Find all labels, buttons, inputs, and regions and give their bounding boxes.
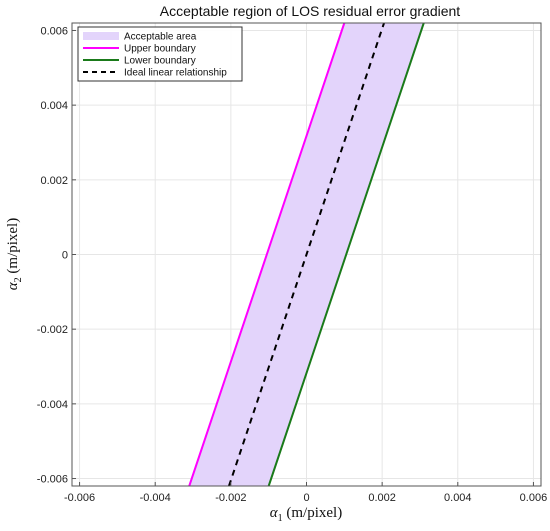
y-tick-label: 0.006 [40, 25, 68, 37]
ticks: -0.006 -0.004 -0.002 0 0.002 0.004 0.006 -0.006… [37, 25, 547, 504]
ideal-linear-relationship-line [228, 22, 385, 487]
upper-boundary-line [188, 22, 346, 487]
y-axis-unit: (m/pixel) [5, 218, 21, 278]
x-tick-label: 0.004 [444, 492, 472, 504]
x-tick-label: 0.002 [368, 492, 396, 504]
x-axis-symbol: α [270, 505, 279, 521]
x-axis-label: α1 (m/pixel) [270, 505, 342, 524]
legend-entry-label: Ideal linear relationship [124, 68, 227, 79]
legend-swatch [83, 32, 119, 40]
y-tick-label: 0.002 [40, 175, 68, 187]
y-axis-subscript: 2 [13, 277, 24, 282]
legend-entry-label: Acceptable area [124, 32, 197, 43]
x-tick-label: -0.004 [140, 492, 171, 504]
y-axis-symbol: α [5, 281, 21, 290]
x-axis-unit: (m/pixel) [283, 505, 343, 521]
x-tick-label: -0.006 [64, 492, 95, 504]
legend-entry-label: Upper boundary [124, 44, 196, 55]
series-layer [188, 22, 425, 487]
lower-boundary-line [267, 22, 425, 487]
y-axis-label: α2 (m/pixel) [5, 218, 24, 290]
y-tick-label: 0 [62, 250, 68, 262]
chart-title: Acceptable region of LOS residual error … [160, 3, 461, 19]
x-tick-label: 0.006 [520, 492, 548, 504]
y-tick-label: -0.002 [37, 324, 68, 336]
y-tick-label: -0.004 [37, 399, 68, 411]
x-tick-label: -0.002 [215, 492, 246, 504]
y-tick-label: 0.004 [40, 100, 68, 112]
legend-entry-label: Lower boundary [124, 56, 196, 67]
y-tick-label: -0.006 [37, 474, 68, 486]
x-tick-label: 0 [303, 492, 309, 504]
x-axis-subscript: 1 [278, 513, 283, 524]
